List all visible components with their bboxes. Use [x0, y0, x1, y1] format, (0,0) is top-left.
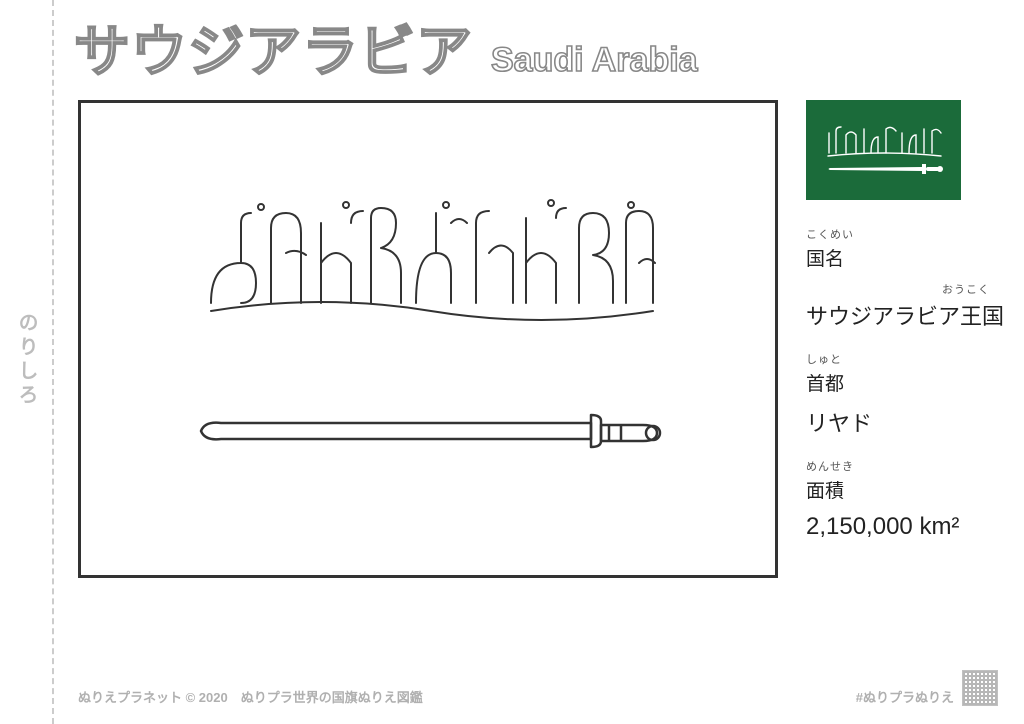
country-name-block: こくめい 国名 おうこく サウジアラビア王国 [806, 226, 996, 331]
capital-ruby: しゅと [806, 351, 996, 367]
country-name-ruby: こくめい [806, 226, 996, 242]
page-content: サウジアラビア Saudi Arabia [78, 24, 998, 578]
mini-shahada-icon [824, 123, 944, 161]
main-row: こくめい 国名 おうこく サウジアラビア王国 しゅと 首都 リヤド めんせき 面… [78, 100, 998, 578]
sword-outline-icon [191, 403, 671, 463]
page-title-en: Saudi Arabia [491, 43, 698, 77]
title-row: サウジアラビア Saudi Arabia [74, 24, 998, 80]
mini-sword-icon [824, 161, 944, 177]
info-panel: こくめい 国名 おうこく サウジアラビア王国 しゅと 首都 リヤド めんせき 面… [806, 100, 996, 578]
country-name-value-ruby: おうこく [806, 281, 996, 297]
capital-block: しゅと 首都 リヤド [806, 351, 996, 438]
area-label: 面積 [806, 476, 996, 503]
capital-value: リヤド [806, 406, 996, 438]
footer-copyright: ぬりえプラネット © 2020 ぬりプラ世界の国旗ぬりえ図鑑 [78, 687, 423, 706]
fold-margin-label: のりしろ [12, 312, 41, 408]
footer-hashtag: #ぬりプラぬりえ [856, 687, 954, 706]
page-title-jp: サウジアラビア [74, 24, 473, 80]
page-footer: ぬりえプラネット © 2020 ぬりプラ世界の国旗ぬりえ図鑑 #ぬりプラぬりえ [78, 670, 998, 706]
area-ruby: めんせき [806, 458, 996, 474]
area-block: めんせき 面積 2,150,000 km² [806, 458, 996, 541]
footer-right: #ぬりプラぬりえ [856, 670, 998, 706]
country-name-value: サウジアラビア王国 [806, 299, 996, 331]
shahada-outline-icon [201, 193, 661, 333]
flag-coloring-outline [78, 100, 778, 578]
fold-dashed-line [52, 0, 54, 724]
area-value: 2,150,000 km² [806, 513, 996, 541]
reference-flag [806, 100, 961, 200]
country-name-label: 国名 [806, 244, 996, 271]
capital-label: 首都 [806, 369, 996, 396]
qr-code-icon [962, 670, 998, 706]
